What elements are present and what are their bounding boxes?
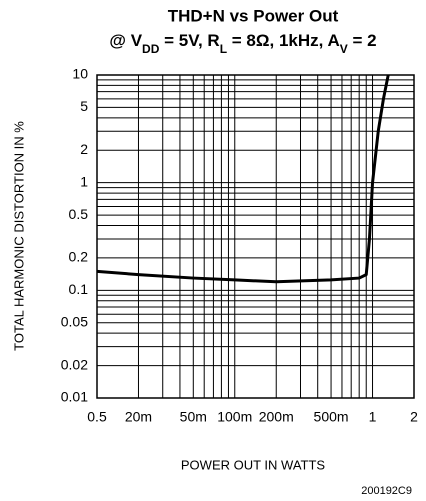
y-tick-label: 0.5 — [69, 206, 89, 222]
subtitle-part: = 8Ω, 1kHz, A — [227, 31, 340, 50]
chart-subtitle: @ VDD = 5V, RL = 8Ω, 1kHz, AV = 2 — [109, 31, 376, 56]
y-tick-label: 0.02 — [61, 356, 88, 372]
x-axis-label: POWER OUT IN WATTS — [181, 457, 326, 472]
x-tick-label: 200m — [259, 409, 294, 425]
x-tick-label: 100m — [217, 409, 252, 425]
y-tick-label: 0.1 — [69, 281, 89, 297]
subtitle-part: = 2 — [348, 31, 377, 50]
plot-border — [96, 74, 415, 399]
x-tick-label: 20m — [125, 409, 152, 425]
y-tick-label: 2 — [80, 141, 88, 157]
y-tick-label: 0.2 — [69, 249, 89, 265]
subtitle-part: V — [340, 42, 348, 56]
figure-note: 200192C9 — [361, 485, 412, 497]
data-line — [96, 74, 390, 284]
x-tick-label: 500m — [314, 409, 349, 425]
y-tick-label: 1 — [80, 173, 88, 189]
subtitle-part: = 5V, R — [159, 31, 219, 50]
chart-title: THD+N vs Power Out — [168, 6, 339, 25]
subtitle-part: L — [220, 42, 227, 56]
subtitle-part: DD — [142, 42, 160, 56]
x-tick-label: 0.5 — [87, 409, 107, 425]
y-tick-label: 10 — [72, 66, 88, 82]
y-tick-label: 0.05 — [61, 313, 88, 329]
y-tick-label: 5 — [80, 98, 88, 114]
y-axis-label: TOTAL HARMONIC DISTORTION IN % — [11, 121, 26, 351]
x-tick-label: 2 — [410, 409, 418, 425]
x-tick-label: 1 — [369, 409, 377, 425]
x-tick-label: 50m — [180, 409, 207, 425]
subtitle-part: @ V — [109, 31, 142, 50]
y-tick-label: 0.01 — [61, 389, 88, 405]
